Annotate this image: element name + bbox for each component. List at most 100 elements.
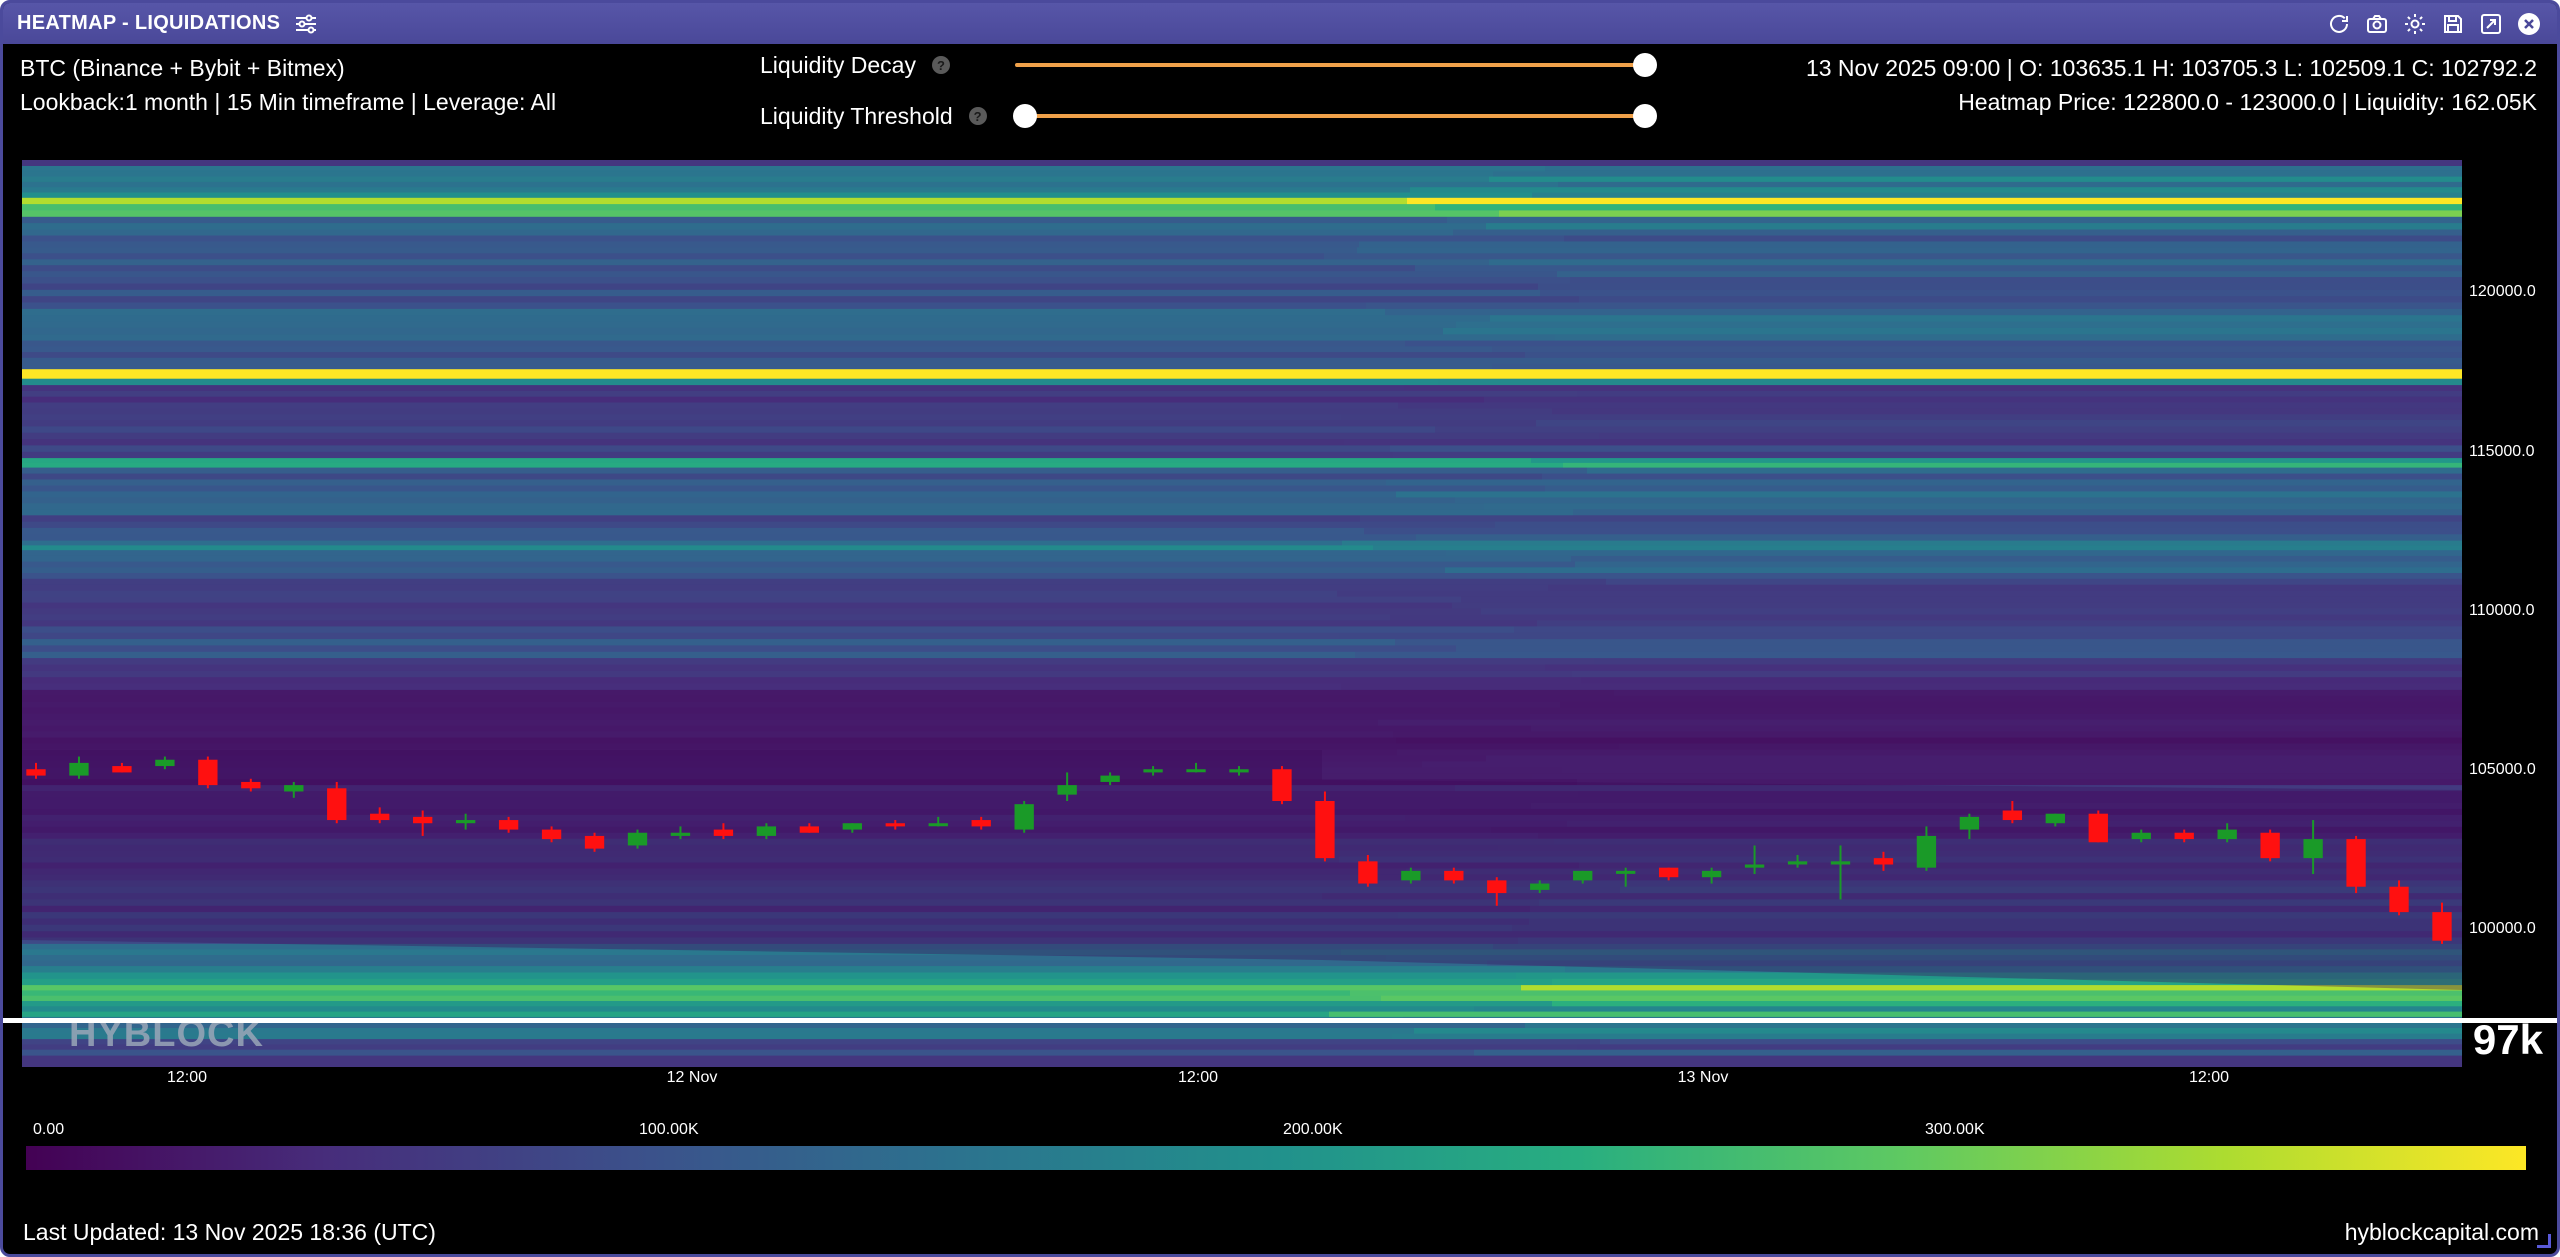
candle-up[interactable] (1787, 861, 1808, 865)
candle-down[interactable] (971, 820, 991, 827)
heatmap-band (1486, 755, 2462, 762)
candle-up[interactable] (155, 759, 175, 767)
brand-link[interactable]: hyblockcapital.com (2344, 1219, 2539, 1245)
candle-down[interactable] (2088, 813, 2108, 843)
save-icon[interactable] (2439, 10, 2467, 38)
heatmap-band (22, 426, 1435, 434)
candle-down[interactable] (799, 826, 820, 833)
heatmap-band (1341, 683, 2462, 691)
candle-down[interactable] (370, 813, 390, 821)
candle-up[interactable] (1916, 835, 1937, 868)
liquidity-threshold-max-thumb[interactable] (1633, 104, 1657, 128)
candle-down[interactable] (1444, 870, 1464, 881)
candle-down[interactable] (241, 781, 261, 789)
candle-down[interactable] (1315, 801, 1335, 859)
heatmap-band (22, 497, 1455, 504)
candle-up[interactable] (2217, 829, 2237, 840)
heatmap-band (22, 509, 1573, 516)
heatmap-band (1447, 797, 2462, 804)
heatmap-band (1527, 573, 2462, 580)
candle-up[interactable] (1186, 769, 1206, 773)
heatmap-band (1407, 197, 2462, 205)
heatmap-band (1455, 497, 2462, 504)
candle-up[interactable] (756, 826, 777, 836)
liquidity-threshold-slider[interactable] (1023, 114, 1645, 118)
heatmap-band (1570, 277, 2462, 284)
candle-down[interactable] (1272, 769, 1292, 801)
heatmap-band (1490, 315, 2462, 323)
gear-icon[interactable] (2401, 10, 2429, 38)
candle-up[interactable] (1057, 785, 1077, 795)
heatmap-band (1536, 880, 2462, 888)
candle-up[interactable] (1143, 769, 1163, 773)
heatmap-band (1531, 725, 2462, 733)
candle-up[interactable] (1401, 870, 1421, 881)
candle-up[interactable] (1744, 864, 1765, 868)
candle-up[interactable] (1701, 870, 1722, 878)
candle-up[interactable] (1616, 870, 1636, 874)
current-price-label: 97k (2472, 1016, 2543, 1063)
liquidity-threshold-min-thumb[interactable] (1013, 104, 1037, 128)
candle-down[interactable] (2260, 832, 2280, 859)
candle-up[interactable] (69, 762, 89, 776)
candle-down[interactable] (1873, 858, 1894, 865)
candle-down[interactable] (1487, 880, 1507, 894)
heatmap-band (1492, 363, 2462, 370)
heatmap-chart[interactable] (22, 160, 2462, 1067)
filter-settings-icon[interactable] (294, 11, 320, 37)
window-title: HEATMAP - LIQUIDATIONS (17, 12, 281, 34)
candle-up[interactable] (1100, 775, 1120, 782)
candle-down[interactable] (112, 766, 132, 773)
candle-down[interactable] (2002, 810, 2023, 821)
heatmap-band (22, 573, 1527, 580)
help-icon[interactable]: ? (931, 56, 950, 74)
candle-down[interactable] (1658, 867, 1679, 878)
heatmap-band (1370, 695, 2462, 703)
candle-up[interactable] (1830, 861, 1851, 865)
candle-up[interactable] (284, 785, 304, 792)
candle-up[interactable] (627, 832, 648, 846)
heatmap-band (22, 905, 1530, 913)
candle-down[interactable] (327, 788, 347, 821)
candle-up[interactable] (1229, 769, 1249, 773)
candle-down[interactable] (2346, 839, 2366, 887)
camera-icon[interactable] (2363, 10, 2391, 38)
candle-up[interactable] (1959, 816, 1980, 830)
candle-down[interactable] (885, 823, 905, 827)
candle-down[interactable] (584, 835, 605, 849)
heatmap-band (1337, 590, 2462, 598)
candle-down[interactable] (541, 829, 562, 840)
heatmap-band (1507, 931, 2462, 939)
resize-handle[interactable] (2537, 1234, 2551, 1248)
refresh-icon[interactable] (2325, 10, 2353, 38)
candle-up[interactable] (842, 823, 862, 830)
candle-up[interactable] (2303, 839, 2323, 859)
heatmap-band (1455, 785, 2462, 792)
liquidity-decay-thumb[interactable] (1633, 53, 1657, 77)
candle-down[interactable] (498, 820, 519, 830)
candle-down[interactable] (26, 769, 46, 776)
maximize-icon[interactable] (2477, 10, 2505, 38)
candle-up[interactable] (928, 823, 948, 827)
help-icon[interactable]: ? (968, 107, 987, 125)
candle-down[interactable] (713, 829, 734, 836)
candle-up[interactable] (670, 832, 691, 836)
heatmap-band (1386, 479, 2462, 487)
candle-down[interactable] (198, 759, 218, 786)
candle-up[interactable] (2045, 813, 2065, 824)
candle-down[interactable] (2432, 912, 2452, 941)
candle-down[interactable] (413, 816, 433, 824)
candle-up[interactable] (1530, 883, 1550, 890)
heatmap-band (22, 966, 1565, 973)
candle-down[interactable] (2389, 886, 2409, 913)
heatmap-band (1492, 346, 2462, 353)
candle-down[interactable] (2174, 832, 2194, 840)
candle-up[interactable] (1014, 804, 1034, 830)
candle-up[interactable] (1573, 870, 1593, 881)
candle-up[interactable] (2131, 832, 2151, 840)
candle-down[interactable] (1358, 861, 1378, 884)
candle-up[interactable] (455, 820, 476, 824)
close-icon[interactable] (2515, 10, 2543, 38)
heatmap-band (1552, 408, 2462, 415)
liquidity-decay-slider[interactable] (1015, 63, 1645, 67)
